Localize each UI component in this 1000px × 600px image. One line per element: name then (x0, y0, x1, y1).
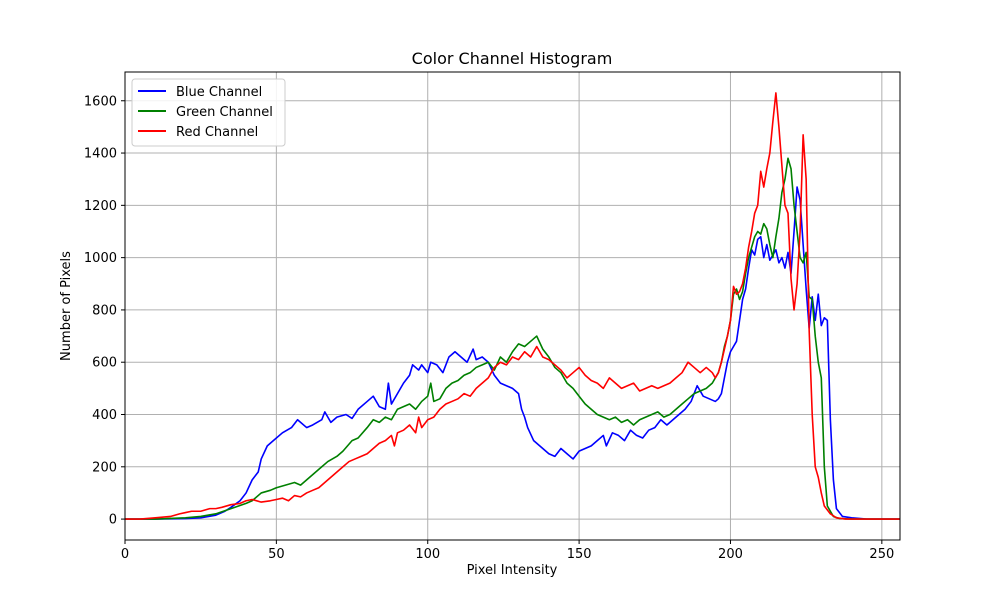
x-axis-label: Pixel Intensity (467, 563, 558, 578)
y-tick-label: 800 (92, 303, 117, 318)
y-tick-label: 400 (92, 408, 117, 423)
y-tick-label: 600 (92, 356, 117, 371)
y-tick-label: 200 (92, 460, 117, 475)
y-tick-label: 1200 (84, 199, 117, 214)
series-line-red (125, 92, 900, 520)
x-tick-label: 100 (415, 547, 440, 562)
y-axis-label: Number of Pixels (59, 251, 74, 361)
legend-label-green: Green Channel (176, 105, 273, 120)
y-tick-label: 0 (109, 513, 117, 528)
y-tick-label: 1000 (84, 251, 117, 266)
series-line-green (125, 157, 900, 520)
chart-title: Color Channel Histogram (412, 49, 613, 68)
series-lines (125, 92, 900, 520)
x-axis-ticks: 0 50 100 150 200 250 (121, 540, 894, 562)
legend-label-blue: Blue Channel (176, 85, 262, 100)
plot-frame (124, 71, 901, 541)
x-tick-label: 250 (869, 547, 894, 562)
y-tick-label: 1600 (84, 94, 117, 109)
x-tick-label: 200 (718, 547, 743, 562)
grid-lines (124, 72, 900, 540)
x-tick-label: 0 (121, 547, 129, 562)
x-tick-label: 150 (567, 547, 592, 562)
series-line-blue (125, 186, 900, 520)
x-tick-label: 50 (268, 547, 285, 562)
legend: Blue Channel Green Channel Red Channel (131, 78, 286, 147)
y-tick-label: 1400 (84, 147, 117, 162)
legend-box (131, 78, 286, 147)
legend-label-red: Red Channel (176, 125, 258, 140)
y-axis-ticks: 0 200 400 600 800 1000 1200 1400 1600 (84, 94, 125, 528)
